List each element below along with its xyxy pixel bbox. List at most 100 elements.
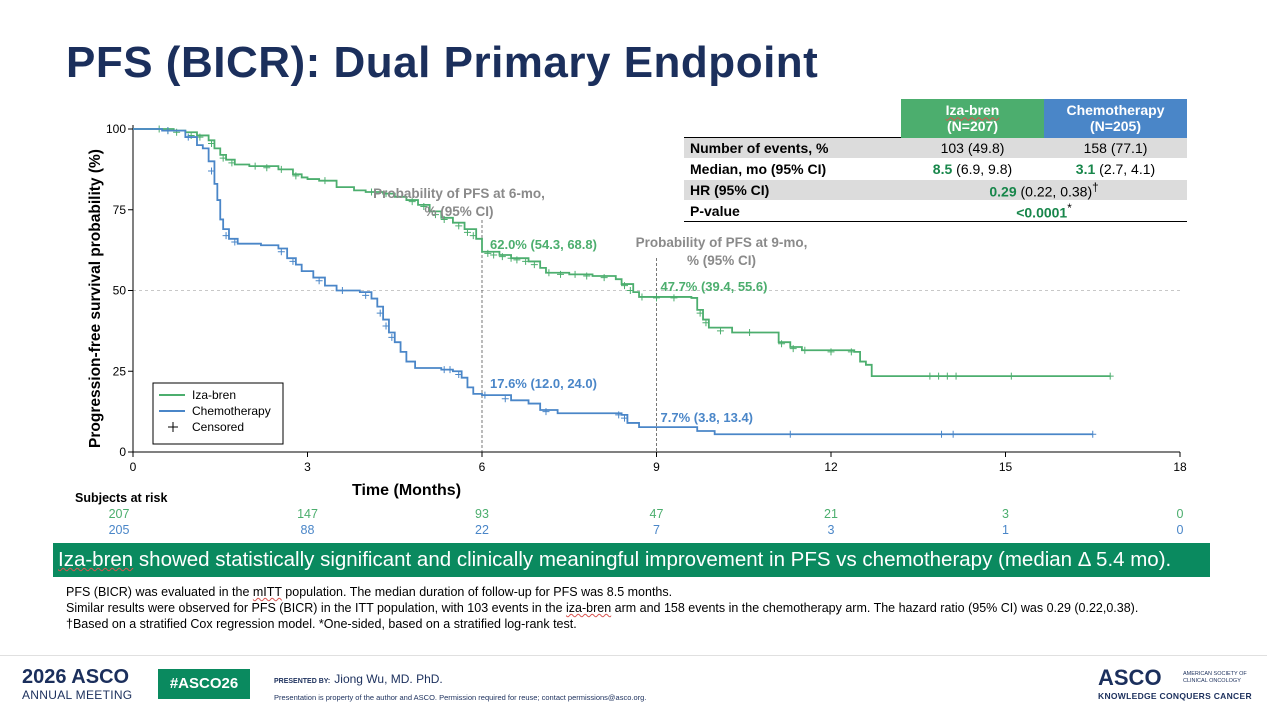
stats-header-chemo-name: Chemotherapy [1066, 102, 1165, 119]
banner-text: showed statistically significant and cli… [133, 548, 1172, 571]
asco-meeting-logo: 2026 ASCO [22, 666, 130, 688]
censor-mark-iza-28 [530, 261, 538, 269]
censor-mark-iza-24 [498, 253, 506, 261]
footnote-3: †Based on a stratified Cox regression mo… [66, 617, 577, 631]
risk-chemo-0: 205 [109, 523, 130, 537]
censor-mark-iza-29 [545, 269, 553, 277]
censor-mark-iza-22 [484, 249, 492, 257]
censor-mark-iza-6 [219, 154, 227, 162]
censor-mark-iza-46 [827, 348, 835, 356]
stats-hr-value: 0.29 [989, 183, 1017, 200]
risk-chemo-12: 3 [828, 523, 835, 537]
censor-mark-iza-5 [208, 140, 216, 148]
slide-title: PFS (BICR): Dual Primary Endpoint [66, 38, 819, 87]
annotation-6: 47.7% (39.4, 55.6) [661, 279, 768, 294]
censor-mark-iza-38 [670, 294, 678, 302]
censor-mark-chemo-3 [222, 232, 230, 240]
footnote-2-b: iza-bren [566, 601, 612, 615]
censor-mark-chemo-1 [184, 133, 192, 141]
censor-mark-iza-33 [600, 274, 608, 282]
km-curve-chemotherapy [133, 128, 1093, 436]
y-tick-label-75: 75 [113, 203, 127, 217]
censor-mark-chemo-12 [388, 333, 396, 341]
footnote-1-c: population. The median duration of follo… [281, 585, 673, 599]
annotation-4: Probability of PFS at 9-mo, [636, 235, 808, 250]
censor-mark-iza-19 [455, 222, 463, 230]
risk-chemo-9: 7 [653, 523, 660, 537]
stats-hr-ci: (0.22, 0.38) [1016, 183, 1093, 200]
risk-iza-15: 3 [1002, 507, 1009, 521]
x-tick-label-12: 12 [824, 460, 838, 474]
censor-mark-iza-48 [926, 372, 934, 380]
censor-mark-chemo-8 [338, 287, 346, 294]
censor-mark-chemo-19 [615, 411, 623, 419]
censor-mark-iza-20 [463, 228, 471, 236]
stats-row-p: P-value <0.0001* [684, 200, 1187, 222]
disclaimer: Presentation is property of the author a… [274, 693, 647, 702]
stats-events-iza: 103 (49.8) [901, 137, 1044, 159]
y-tick-label-100: 100 [106, 122, 126, 136]
asco-logo: ASCO [1098, 665, 1162, 690]
risk-iza-12: 21 [824, 507, 838, 521]
censor-mark-iza-13 [367, 188, 375, 196]
y-tick-label-25: 25 [113, 364, 127, 378]
censor-mark-chemo-4 [231, 238, 239, 246]
censor-mark-iza-35 [626, 287, 634, 294]
x-tick-label-0: 0 [130, 460, 137, 474]
censor-mark-chemo-24 [1089, 430, 1097, 438]
censor-mark-iza-8 [251, 162, 259, 170]
stats-table: Iza-bren (N=207) Chemotherapy (N=205) Numb… [684, 99, 1187, 222]
stats-p-value: <0.0001 [1016, 204, 1068, 221]
stats-median-iza-ci: (6.9, 9.8) [952, 161, 1013, 177]
y-axis-label: Progression-free survival probability (%… [87, 149, 104, 448]
asco-meeting-subtitle: ANNUAL MEETING [22, 688, 133, 702]
censor-mark-iza-26 [513, 256, 521, 264]
censor-mark-chemo-5 [277, 248, 285, 256]
stats-median-chemo-ci: (2.7, 4.1) [1095, 161, 1156, 177]
annotation-5: % (95% CI) [687, 253, 756, 268]
censor-mark-iza-50 [943, 372, 951, 380]
censor-mark-chemo-9 [362, 291, 370, 299]
annotation-0: Probability of PFS at 6-mo, [373, 186, 545, 201]
x-tick-label-15: 15 [999, 460, 1013, 474]
stats-p-label: P-value [684, 200, 901, 222]
stats-header-iza-name: Iza-bren [945, 102, 1000, 119]
censor-mark-iza-44 [789, 345, 797, 353]
asco-society-text: AMERICAN SOCIETY OF CLINICAL ONCOLOGY [1183, 671, 1247, 684]
risk-table-title: Subjects at risk [75, 491, 167, 505]
banner-drug-name: Iza-bren [58, 548, 134, 571]
censor-mark-chemo-0 [164, 127, 172, 135]
stats-header-iza: Iza-bren (N=207) [901, 99, 1044, 138]
footnote-1-b: mITT [252, 585, 282, 599]
legend-box [152, 382, 284, 445]
footer-divider [0, 655, 1267, 656]
censor-mark-chemo-11 [382, 322, 390, 330]
censor-mark-iza-37 [653, 294, 660, 302]
censor-mark-iza-15 [408, 198, 416, 206]
x-tick-label-9: 9 [653, 460, 660, 474]
stats-hr-cell: 0.29 (0.22, 0.38)† [901, 179, 1187, 201]
hashtag-badge: #ASCO26 [158, 669, 250, 699]
legend-censor-icon [168, 422, 178, 432]
annotation-2: 62.0% (54.3, 68.8) [490, 237, 597, 252]
censor-mark-iza-32 [583, 272, 591, 280]
footnote-2-a: Similar results were observed for PFS (B… [66, 601, 566, 615]
censor-mark-chemo-23 [949, 430, 957, 438]
x-tick-label-6: 6 [479, 460, 486, 474]
censor-mark-iza-51 [952, 372, 960, 380]
censor-mark-iza-36 [638, 293, 646, 301]
censor-mark-chemo-6 [289, 257, 297, 265]
risk-iza-18: 0 [1177, 507, 1184, 521]
stats-row-events: Number of events, % 103 (49.8) 158 (77.1… [684, 137, 1187, 159]
km-curve-iza-bren [133, 128, 1111, 377]
censor-mark-chemo-15 [455, 370, 463, 378]
censor-mark-iza-34 [621, 282, 629, 290]
footnote-1-a: PFS (BICR) was evaluated in the [66, 585, 253, 599]
risk-iza-9: 47 [650, 507, 664, 521]
annotation-3: 17.6% (12.0, 24.0) [490, 376, 597, 391]
censor-mark-chemo-16 [481, 391, 489, 399]
risk-iza-0: 207 [109, 507, 130, 521]
stats-header-chemo-n: (N=205) [1090, 118, 1141, 135]
stats-median-label: Median, mo (95% CI) [684, 158, 901, 180]
stats-p-mark: * [1067, 201, 1072, 215]
